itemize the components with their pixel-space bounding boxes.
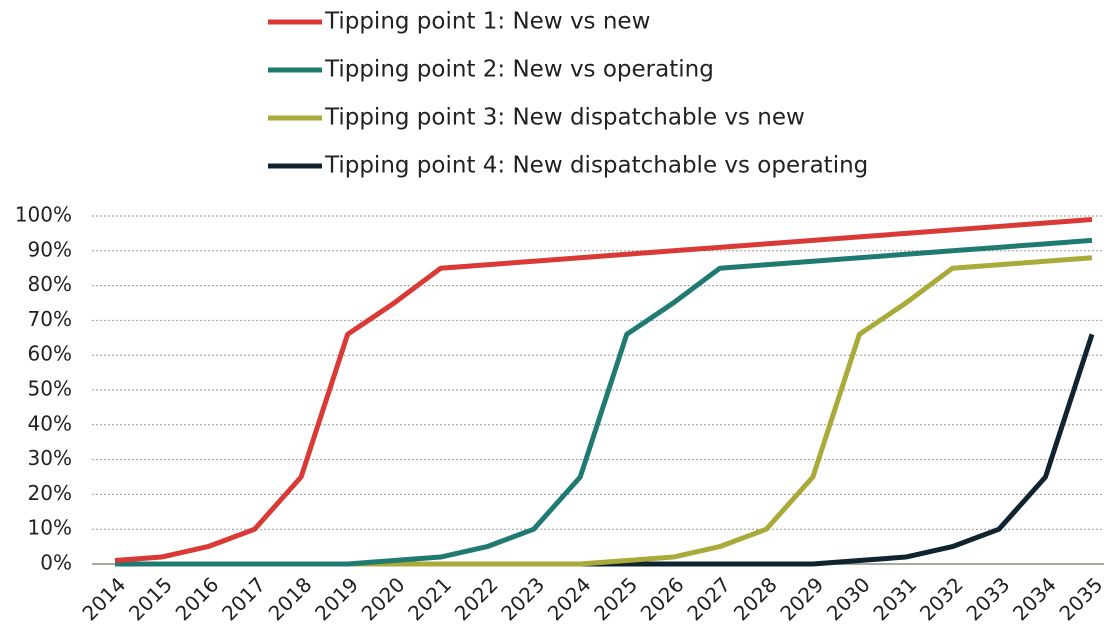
x-tick-label: 2022 xyxy=(450,572,503,625)
y-tick-label: 70% xyxy=(28,307,72,331)
legend-label: Tipping point 4: New dispatchable vs ope… xyxy=(324,153,868,179)
x-tick-label: 2020 xyxy=(357,572,410,625)
y-tick-label: 30% xyxy=(28,446,72,470)
legend-label: Tipping point 2: New vs operating xyxy=(324,57,714,83)
x-tick-label: 2014 xyxy=(77,572,130,625)
x-tick-label: 2024 xyxy=(543,572,596,625)
x-tick-label: 2015 xyxy=(124,572,177,625)
x-tick-label: 2017 xyxy=(217,572,270,625)
x-tick-label: 2027 xyxy=(682,572,735,625)
legend-label: Tipping point 1: New vs new xyxy=(324,9,650,35)
x-tick-label: 2030 xyxy=(822,572,875,625)
x-tick-label: 2023 xyxy=(496,572,549,625)
x-tick-label: 2021 xyxy=(403,572,456,625)
x-tick-label: 2033 xyxy=(961,572,1014,625)
y-tick-label: 40% xyxy=(28,411,72,435)
y-tick-label: 10% xyxy=(28,516,72,540)
x-tick-label: 2029 xyxy=(775,572,828,625)
x-tick-label: 2034 xyxy=(1008,572,1061,625)
legend-label: Tipping point 3: New dispatchable vs new xyxy=(324,105,805,131)
y-tick-label: 50% xyxy=(28,377,72,401)
x-tick-label: 2025 xyxy=(589,572,642,625)
y-tick-label: 60% xyxy=(28,342,72,366)
series-line xyxy=(115,237,1093,567)
y-tick-label: 0% xyxy=(40,551,72,575)
x-tick-label: 2018 xyxy=(264,572,317,625)
x-tick-label: 2026 xyxy=(636,572,689,625)
x-tick-label: 2031 xyxy=(868,572,921,625)
x-tick-label: 2028 xyxy=(729,572,782,625)
x-tick-label: 2019 xyxy=(310,572,363,625)
y-tick-label: 80% xyxy=(28,272,72,296)
y-tick-label: 20% xyxy=(28,481,72,505)
x-tick-label: 2032 xyxy=(915,572,968,625)
x-tick-label: 2035 xyxy=(1054,572,1107,625)
y-tick-label: 100% xyxy=(15,203,72,227)
x-tick-label: 2016 xyxy=(171,572,224,625)
series-line xyxy=(114,216,1093,564)
y-tick-label: 90% xyxy=(28,237,72,261)
